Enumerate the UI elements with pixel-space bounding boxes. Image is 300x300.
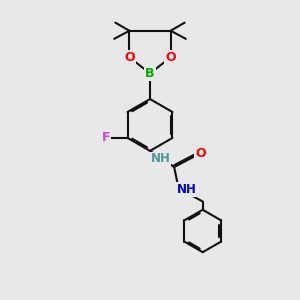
- Text: B: B: [145, 67, 155, 80]
- Text: NH: NH: [151, 152, 170, 166]
- Text: O: O: [195, 147, 206, 160]
- Text: F: F: [101, 131, 110, 144]
- Text: O: O: [165, 51, 176, 64]
- Text: O: O: [124, 51, 135, 64]
- Text: NH: NH: [177, 183, 196, 196]
